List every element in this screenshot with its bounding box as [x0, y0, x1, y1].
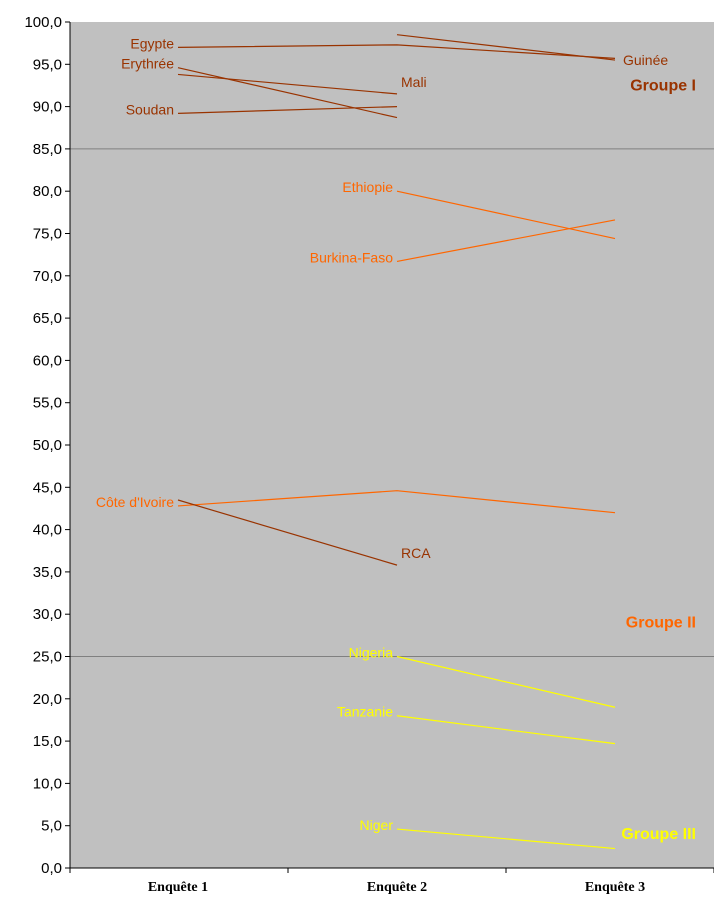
y-tick-label: 95,0 [33, 56, 62, 73]
y-tick-label: 35,0 [33, 564, 62, 581]
series-label: Côte d'Ivoire [96, 494, 174, 510]
series-label: Niger [360, 817, 394, 833]
series-label: RCA [401, 545, 431, 561]
group-label: Groupe III [621, 826, 696, 843]
series-label: Mali [401, 74, 427, 90]
y-tick-label: 85,0 [33, 141, 62, 158]
y-tick-label: 5,0 [41, 818, 62, 835]
plot-area [70, 22, 714, 868]
series-line [177, 44, 616, 59]
series-line [177, 106, 398, 114]
y-tick-label: 45,0 [33, 479, 62, 496]
y-tick-label: 55,0 [33, 395, 62, 412]
series-line [396, 828, 616, 850]
series-line [396, 190, 616, 240]
series-label: Ethiopie [342, 179, 393, 195]
y-tick-label: 30,0 [33, 606, 62, 623]
series-label: Erythrée [121, 56, 174, 72]
y-tick-label: 60,0 [33, 352, 62, 369]
series-label: Egypte [130, 35, 174, 51]
series-label: Nigeria [349, 645, 394, 661]
y-tick-label: 20,0 [33, 691, 62, 708]
x-ticks: Enquête 1 Enquête 2 Enquête 3 [69, 868, 714, 895]
x-category-label: Enquête 3 [585, 880, 645, 895]
series-line [177, 499, 398, 566]
series-line [396, 715, 616, 745]
series-label: Guinée [623, 52, 668, 68]
y-tick-label: 90,0 [33, 99, 62, 116]
y-tick-label: 75,0 [33, 226, 62, 243]
group-labels: Groupe I Groupe II Groupe III [621, 77, 696, 843]
series-line [396, 655, 616, 708]
series-label: Soudan [126, 101, 174, 117]
group-label: Groupe I [630, 77, 696, 94]
x-category-label: Enquête 1 [148, 880, 208, 895]
x-category-label: Enquête 2 [367, 880, 427, 895]
series-lines [177, 34, 616, 850]
series-line [177, 73, 398, 95]
y-ticks: 0,0 5,0 10,0 15,0 20,0 25,0 30,0 35,0 40,0 45,0 50… [24, 14, 70, 877]
group-separators [70, 148, 714, 657]
series-label: Tanzanie [337, 704, 393, 720]
y-tick-label: 100,0 [24, 14, 62, 31]
y-tick-label: 65,0 [33, 310, 62, 327]
series-line [396, 34, 616, 61]
series-line [396, 219, 616, 263]
series-line [177, 67, 398, 119]
y-tick-label: 70,0 [33, 268, 62, 285]
series-labels: Egypte Erythrée Soudan Mali Guinée Ethiopie Bu… [96, 35, 669, 833]
y-tick-label: 15,0 [33, 733, 62, 750]
group-label: Groupe II [626, 615, 696, 632]
y-tick-label: 40,0 [33, 522, 62, 539]
series-label: Burkina-Faso [310, 249, 393, 265]
y-tick-label: 50,0 [33, 437, 62, 454]
y-tick-label: 25,0 [33, 649, 62, 666]
y-tick-label: 10,0 [33, 775, 62, 792]
series-line [177, 490, 616, 514]
y-tick-label: 80,0 [33, 183, 62, 200]
y-tick-label: 0,0 [41, 860, 62, 877]
